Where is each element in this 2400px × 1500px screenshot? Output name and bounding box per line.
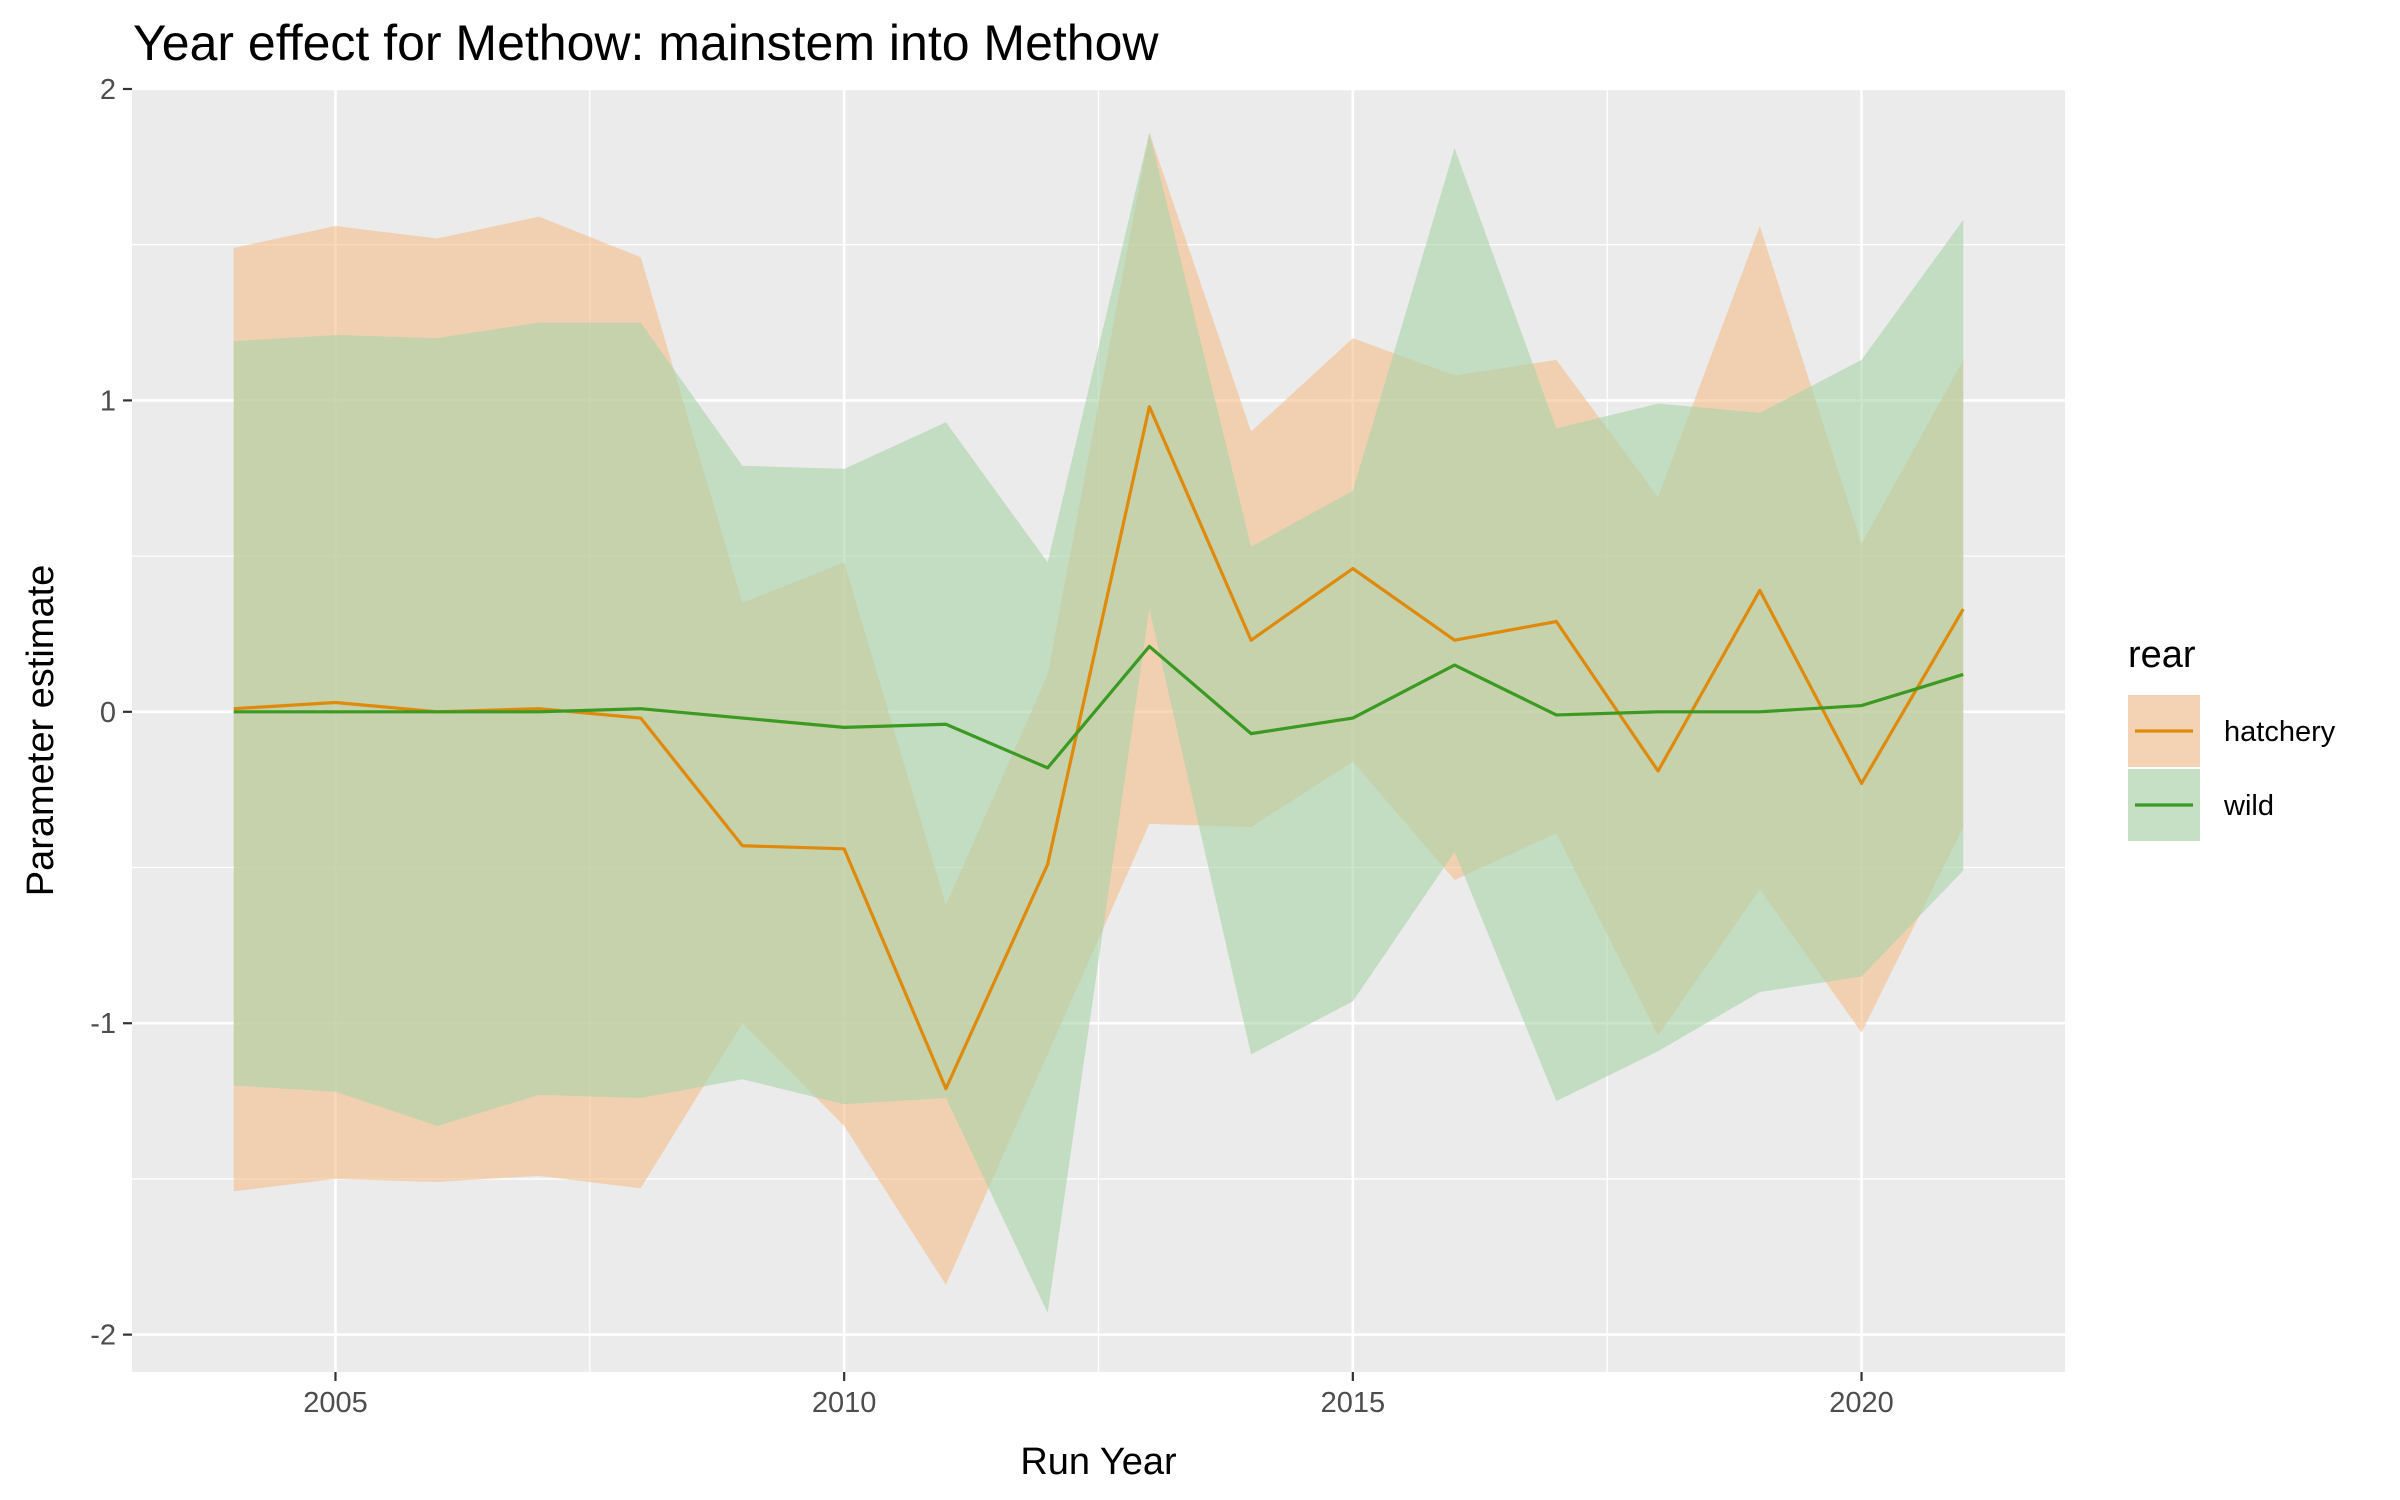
y-tick-label: 1 (100, 385, 116, 417)
line-hatchery (233, 405, 1965, 1091)
y-axis-title: Parameter estimate (20, 565, 62, 897)
series-lines (233, 405, 1965, 1091)
x-axis: 2005 2010 2015 2020 (303, 1372, 1894, 1419)
y-tick-label: 0 (100, 697, 116, 729)
y-tick-label: -2 (90, 1320, 116, 1352)
x-tick-label: 2005 (303, 1387, 368, 1419)
x-tick-label: 2010 (812, 1387, 877, 1419)
legend-title: rear (2128, 634, 2196, 676)
x-tick-label: 2020 (1829, 1387, 1894, 1419)
chart-title: Year effect for Methow: mainstem into Me… (133, 15, 1159, 71)
y-axis: -2 -1 0 1 2 (90, 74, 132, 1352)
line-wild (233, 644, 1964, 770)
legend-label-hatchery: hatchery (2224, 716, 2336, 748)
x-tick-label: 2015 (1321, 1387, 1386, 1419)
x-axis-title: Run Year (1020, 1441, 1177, 1483)
ribbon-wild (233, 132, 1964, 1313)
y-tick-label: 2 (100, 74, 116, 106)
y-tick-label: -1 (90, 1008, 116, 1040)
legend-label-wild: wild (2223, 790, 2274, 822)
legend-items: hatchery wild (2128, 695, 2336, 841)
legend: rear hatchery wild (2128, 634, 2336, 841)
